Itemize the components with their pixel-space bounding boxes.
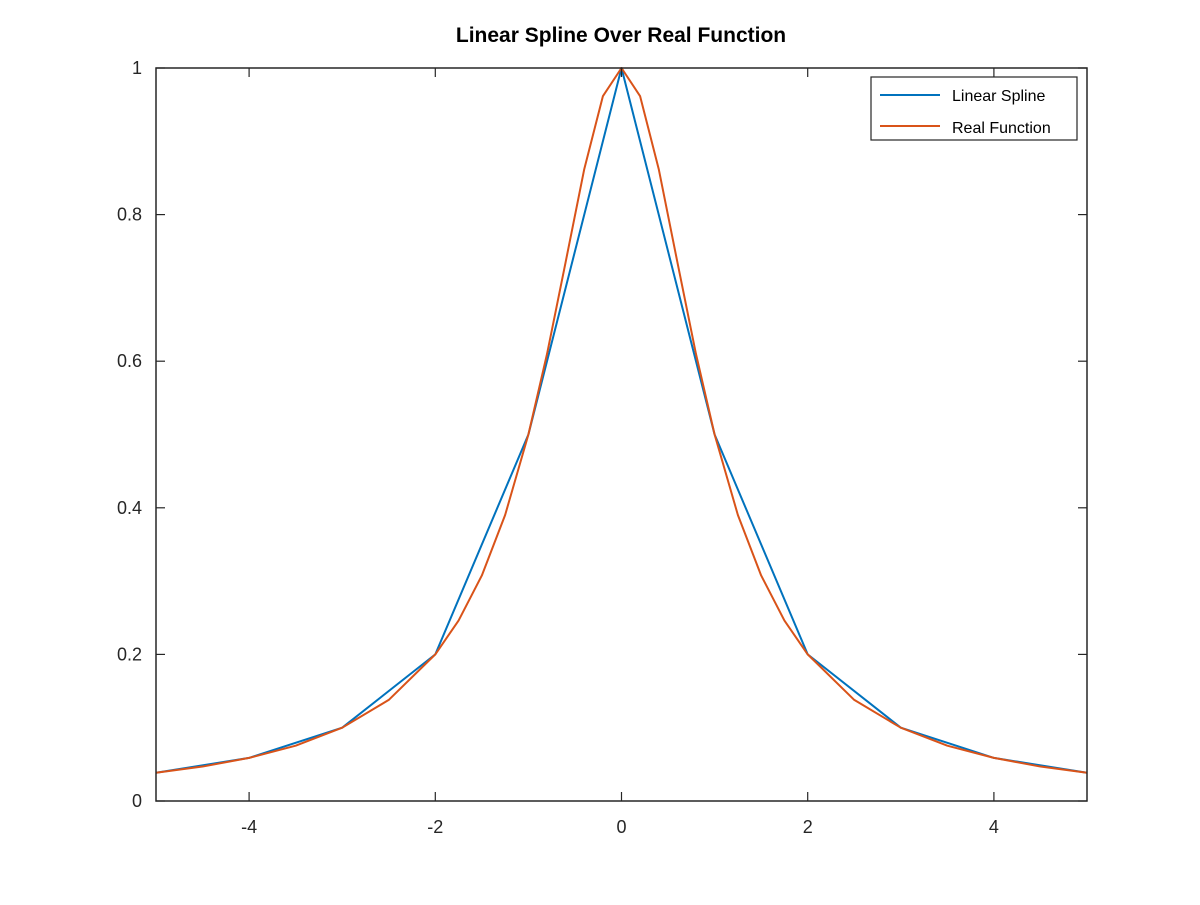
plot-area bbox=[156, 68, 1087, 801]
x-tick-label: -4 bbox=[241, 817, 257, 837]
x-tick-label: -2 bbox=[427, 817, 443, 837]
y-tick-label: 0 bbox=[132, 791, 142, 811]
y-tick-label: 0.6 bbox=[117, 351, 142, 371]
x-tick-label: 0 bbox=[616, 817, 626, 837]
legend-label-real-function: Real Function bbox=[952, 120, 1051, 137]
x-tick-label: 2 bbox=[803, 817, 813, 837]
y-tick-label: 1 bbox=[132, 58, 142, 78]
chart-title: Linear Spline Over Real Function bbox=[456, 24, 786, 47]
legend-label-linear-spline: Linear Spline bbox=[952, 88, 1046, 105]
ticks-layer: -4 -2 0 2 4 0 0.2 0.4 0.6 0.8 1 bbox=[117, 58, 1087, 837]
y-tick-label: 0.2 bbox=[117, 644, 142, 664]
y-tick-label: 0.4 bbox=[117, 498, 142, 518]
legend[interactable]: Linear Spline Real Function bbox=[870, 76, 1078, 141]
legend-box bbox=[870, 76, 1078, 141]
y-tick-label: 0.8 bbox=[117, 205, 142, 225]
x-tick-label: 4 bbox=[989, 817, 999, 837]
